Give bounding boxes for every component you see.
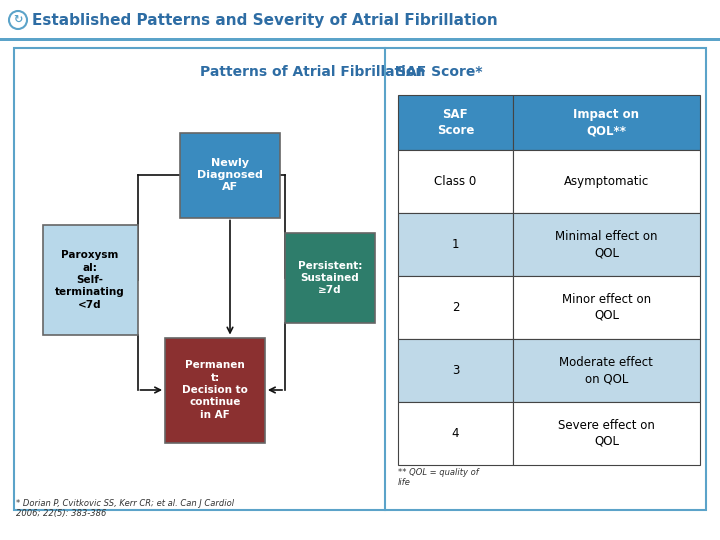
Bar — [513, 402, 700, 465]
Text: Persistent:
Sustained
≥7d: Persistent: Sustained ≥7d — [298, 261, 362, 295]
Text: Permanen
t:
Decision to
continue
in AF: Permanen t: Decision to continue in AF — [182, 360, 248, 420]
Bar — [42, 225, 138, 335]
Text: ↻: ↻ — [13, 15, 23, 25]
Text: * Dorian P, Cvitkovic SS, Kerr CR; et al. Can J Cardiol
2006; 22(5): 383-386: * Dorian P, Cvitkovic SS, Kerr CR; et al… — [16, 498, 234, 518]
Text: 1: 1 — [451, 238, 459, 251]
Text: Moderate effect
on QOL: Moderate effect on QOL — [559, 356, 653, 385]
Text: Asymptomatic: Asymptomatic — [564, 175, 649, 188]
Bar — [14, 48, 706, 510]
Text: SAF Score*: SAF Score* — [396, 65, 482, 79]
Bar — [0, 38, 720, 41]
Bar — [513, 276, 700, 339]
Bar — [513, 150, 700, 213]
Bar — [398, 276, 513, 339]
Text: SAF
Score: SAF Score — [437, 108, 474, 137]
Bar — [398, 95, 513, 150]
Text: Class 0: Class 0 — [434, 175, 477, 188]
Text: 3: 3 — [451, 364, 459, 377]
Bar — [398, 213, 513, 276]
Text: Severe effect on
QOL: Severe effect on QOL — [558, 419, 654, 448]
Bar — [513, 339, 700, 402]
Bar — [165, 338, 265, 442]
Text: Minor effect on
QOL: Minor effect on QOL — [562, 293, 651, 322]
Bar — [513, 213, 700, 276]
Bar — [398, 150, 513, 213]
Bar — [180, 132, 280, 218]
Bar — [398, 402, 513, 465]
Text: Patterns of Atrial Fibrillation: Patterns of Atrial Fibrillation — [200, 65, 426, 79]
Text: Impact on
QOL**: Impact on QOL** — [573, 108, 639, 137]
Text: Paroxysm
al:
Self-
terminating
<7d: Paroxysm al: Self- terminating <7d — [55, 250, 125, 310]
Text: 4: 4 — [451, 427, 459, 440]
Text: ** QOL = quality of
life: ** QOL = quality of life — [398, 468, 479, 488]
Bar — [285, 233, 375, 323]
Bar — [513, 95, 700, 150]
Text: Established Patterns and Severity of Atrial Fibrillation: Established Patterns and Severity of Atr… — [32, 12, 498, 28]
Text: Newly
Diagnosed
AF: Newly Diagnosed AF — [197, 158, 263, 192]
Text: Minimal effect on
QOL: Minimal effect on QOL — [555, 230, 657, 259]
Bar — [398, 339, 513, 402]
Text: 2: 2 — [451, 301, 459, 314]
